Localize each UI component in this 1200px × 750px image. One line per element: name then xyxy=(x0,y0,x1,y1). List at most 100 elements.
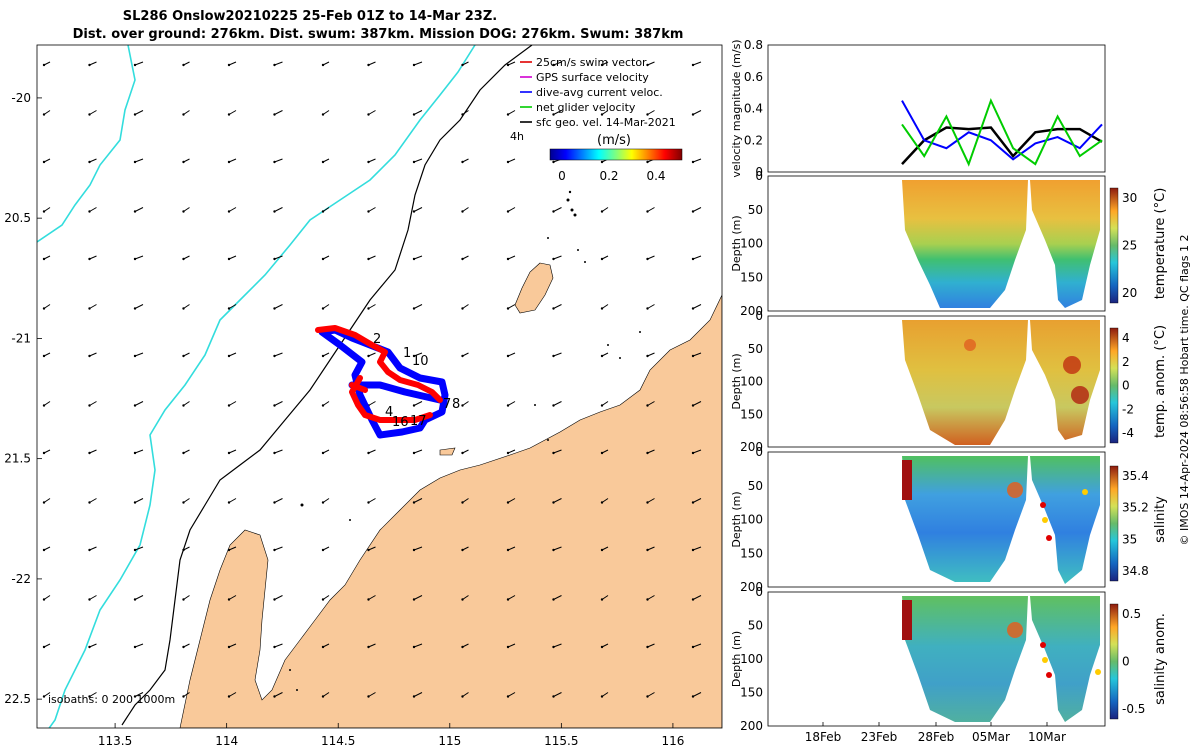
colorbar-label: temp. anom. (°C) xyxy=(1153,325,1168,438)
panel-ytick-label: 0 xyxy=(755,169,763,183)
panel-ytick-label: 50 xyxy=(748,203,763,217)
current-arrow xyxy=(368,158,376,163)
current-arrow xyxy=(601,304,609,309)
current-arrow-head xyxy=(88,645,91,649)
current-arrow-head xyxy=(552,404,555,407)
panel-ytick-label: 0 xyxy=(755,445,763,459)
current-arrow-head xyxy=(506,160,510,164)
current-arrow-head xyxy=(552,63,555,67)
temperature-colorbar xyxy=(1109,187,1119,304)
velocity-lines xyxy=(901,97,1103,167)
colorbar-tick-label: -0.5 xyxy=(1122,702,1145,716)
current-arrow xyxy=(553,595,562,600)
current-arrow-head xyxy=(461,501,464,504)
current-arrow xyxy=(692,692,702,697)
current-arrow-head xyxy=(227,548,231,552)
current-arrow-head xyxy=(321,354,325,358)
current-arrow xyxy=(228,643,237,648)
current-arrow-head xyxy=(367,354,370,358)
current-arrow-head xyxy=(273,257,276,261)
current-arrow-head xyxy=(600,63,604,67)
panel-ytick-label: 0.2 xyxy=(744,133,763,147)
current-arrow xyxy=(692,643,702,648)
current-arrow xyxy=(601,498,609,503)
current-arrow-head xyxy=(552,113,555,116)
current-arrow-head xyxy=(88,307,91,310)
current-arrow xyxy=(274,692,283,697)
current-arrow-head xyxy=(42,354,46,358)
current-arrow xyxy=(43,401,51,406)
current-arrow-head xyxy=(182,598,185,601)
current-arrow-head xyxy=(42,645,46,649)
current-arrow-head xyxy=(646,354,649,358)
current-arrow-head xyxy=(227,501,231,504)
current-arrow-head xyxy=(182,404,185,407)
current-arrow xyxy=(553,546,562,551)
current-arrow-head xyxy=(133,113,137,116)
date-tick-label: 05Mar xyxy=(972,730,1010,744)
waypoint-label: 1 xyxy=(403,346,411,361)
current-arrow xyxy=(553,449,562,454)
current-arrow-head xyxy=(321,548,325,552)
current-arrow xyxy=(368,546,376,551)
current-arrow-head xyxy=(133,501,137,504)
temperature-section xyxy=(767,175,1106,312)
current-arrow xyxy=(413,61,423,66)
current-arrow-head xyxy=(227,695,231,698)
current-arrow xyxy=(274,546,283,551)
current-arrow xyxy=(183,692,190,697)
waypoint-label: 4 xyxy=(385,405,393,420)
current-arrow-head xyxy=(182,307,185,310)
current-arrow-head xyxy=(133,548,137,552)
current-arrow xyxy=(322,304,330,309)
current-arrow xyxy=(89,61,97,66)
map-xtick-label: 115.5 xyxy=(544,734,578,748)
current-arrow-head xyxy=(691,404,695,407)
current-arrow-head xyxy=(42,695,46,698)
current-arrow xyxy=(322,498,330,503)
current-arrow xyxy=(413,546,423,551)
current-arrow-head xyxy=(691,160,695,164)
current-arrow-head xyxy=(552,257,555,261)
current-arrow xyxy=(647,61,655,66)
current-arrow-head xyxy=(42,404,46,407)
current-arrow-head xyxy=(646,63,649,67)
current-arrow xyxy=(601,207,609,212)
speed-colorbar xyxy=(549,148,683,161)
panel-ytick-label: 0 xyxy=(755,309,763,323)
current-arrow xyxy=(134,255,144,260)
current-arrow xyxy=(462,304,469,309)
current-arrow-head xyxy=(412,160,416,164)
footer-credit: © IMOS 14-Apr-2024 08:56:58 Hobart time.… xyxy=(1178,235,1191,546)
map-ytick-label: 22.5 xyxy=(4,692,31,706)
current-arrow xyxy=(134,207,144,212)
current-arrow-head xyxy=(552,451,555,455)
current-arrow xyxy=(553,255,562,260)
current-arrow-head xyxy=(88,404,91,407)
current-arrow-head xyxy=(367,63,370,67)
colorbar-tick: 0 xyxy=(558,169,566,183)
current-arrow xyxy=(553,304,562,309)
current-arrow xyxy=(89,304,97,309)
current-arrow-head xyxy=(646,404,649,407)
current-arrow-head xyxy=(600,695,604,698)
current-arrow-head xyxy=(227,160,231,164)
current-arrow xyxy=(43,304,51,309)
current-arrow xyxy=(183,595,190,600)
current-arrow-head xyxy=(412,451,416,455)
current-arrow xyxy=(228,61,237,66)
current-arrow-head xyxy=(42,548,46,552)
current-arrow xyxy=(43,595,51,600)
current-arrow xyxy=(507,255,516,260)
colorbar-tick-label: -2 xyxy=(1122,402,1134,416)
legend-net-glider: net glider velocity xyxy=(536,101,636,114)
current-arrow-head xyxy=(461,160,464,164)
figure-title-line1: SL286 Onslow20210225 25-Feb 01Z to 14-Ma… xyxy=(123,9,497,24)
current-arrow xyxy=(322,207,330,212)
legend-sfc-geo: sfc geo. vel. 14-Mar-2021 xyxy=(536,116,676,129)
current-arrow xyxy=(134,352,144,357)
map-ytick-label: 21.5 xyxy=(4,452,31,466)
current-arrow xyxy=(183,401,190,406)
current-arrow-head xyxy=(646,113,649,116)
waypoint-label: 17 xyxy=(410,414,427,429)
